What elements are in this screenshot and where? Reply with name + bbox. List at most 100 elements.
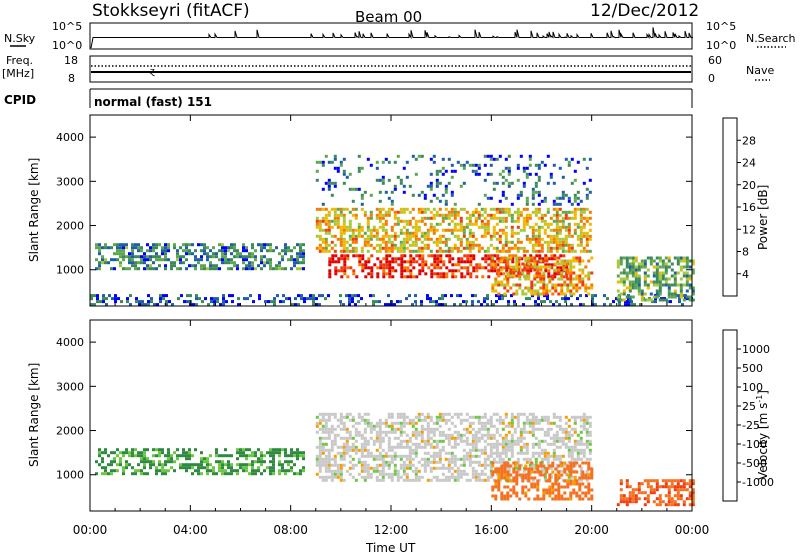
echo-cell: [504, 225, 508, 229]
echo-cell: [435, 240, 439, 244]
echo-cell: [590, 494, 594, 498]
echo-cell: [321, 237, 325, 241]
echo-cell: [330, 240, 334, 244]
echo-cell: [563, 470, 567, 474]
echo-cell: [549, 246, 553, 250]
echo-cell: [182, 448, 185, 452]
echo-cell: [324, 454, 328, 458]
echo-cell: [581, 497, 585, 501]
echo-cell: [582, 249, 586, 253]
echo-cell: [603, 303, 606, 307]
echo-cell: [131, 255, 134, 259]
echo-cell: [318, 225, 322, 229]
echo-cell: [447, 463, 451, 467]
echo-cell: [516, 163, 520, 167]
echo-cell: [146, 460, 149, 464]
echo-cell: [637, 268, 641, 272]
echo-cell: [673, 500, 677, 504]
echo-cell: [399, 454, 403, 458]
echo-cell: [348, 219, 352, 223]
echo-cell: [625, 295, 629, 299]
echo-cell: [248, 454, 251, 458]
echo-cell: [327, 451, 331, 455]
echo-cell: [381, 237, 385, 241]
echo-cell: [254, 451, 257, 455]
echo-cell: [477, 454, 481, 458]
echo-cell: [649, 298, 653, 302]
echo-cell: [459, 219, 463, 223]
echo-cell: [221, 243, 224, 247]
echo-cell: [546, 427, 550, 431]
echo-cell: [534, 237, 538, 241]
echo-cell: [643, 497, 647, 501]
echo-cell: [555, 207, 559, 211]
echo-cell: [456, 472, 460, 476]
echo-cell: [543, 430, 547, 434]
echo-cell: [537, 451, 541, 455]
echo-cell: [339, 243, 343, 247]
echo-cell: [164, 264, 167, 268]
echo-cell: [542, 265, 546, 269]
echo-cell: [444, 451, 448, 455]
echo-cell: [378, 207, 382, 211]
echo-cell: [546, 451, 550, 455]
colorbar-tick-label: -25: [742, 419, 760, 432]
echo-cell: [619, 259, 623, 263]
echo-cell: [444, 240, 448, 244]
echo-cell: [171, 303, 174, 307]
echo-cell: [324, 460, 328, 464]
echo-cell: [414, 451, 418, 455]
echo-cell: [533, 265, 537, 269]
echo-cell: [167, 258, 170, 262]
echo-cell: [676, 283, 680, 287]
echo-cell: [624, 303, 627, 307]
echo-cell: [438, 237, 442, 241]
echo-cell: [366, 454, 370, 458]
echo-cell: [575, 494, 579, 498]
echo-cell: [543, 222, 547, 226]
echo-cell: [489, 436, 493, 440]
echo-cell: [138, 300, 141, 304]
echo-cell: [552, 303, 555, 307]
echo-cell: [128, 261, 131, 265]
echo-cell: [351, 237, 355, 241]
echo-cell: [546, 457, 550, 461]
echo-cell: [515, 274, 519, 278]
echo-cell: [390, 448, 394, 452]
echo-cell: [522, 442, 526, 446]
echo-cell: [536, 497, 540, 501]
echo-cell: [366, 243, 370, 247]
echo-cell: [426, 237, 430, 241]
echo-cell: [564, 421, 568, 425]
echo-cell: [432, 454, 436, 458]
echo-cell: [468, 228, 472, 232]
echo-cell: [519, 193, 523, 197]
echo-cell: [468, 246, 472, 250]
echo-cell: [573, 457, 577, 461]
echo-cell: [572, 283, 576, 287]
echo-cell: [453, 469, 457, 473]
echo-cell: [503, 256, 507, 260]
echo-cell: [348, 472, 352, 476]
echo-cell: [462, 231, 466, 235]
echo-cell: [500, 470, 504, 474]
echo-cell: [330, 463, 334, 467]
echo-cell: [456, 478, 460, 482]
echo-cell: [441, 478, 445, 482]
echo-cell: [619, 479, 623, 483]
echo-cell: [519, 436, 523, 440]
echo-cell: [119, 249, 122, 253]
echo-cell: [477, 475, 481, 479]
echo-cell: [477, 448, 481, 452]
echo-cell: [543, 448, 547, 452]
echo-cell: [161, 451, 164, 455]
echo-cell: [516, 210, 520, 214]
echo-cell: [516, 442, 520, 446]
echo-cell: [501, 231, 505, 235]
echo-cell: [212, 472, 215, 476]
echo-cell: [345, 436, 349, 440]
echo-cell: [528, 297, 531, 301]
echo-cell: [456, 222, 460, 226]
echo-cell: [688, 298, 692, 302]
